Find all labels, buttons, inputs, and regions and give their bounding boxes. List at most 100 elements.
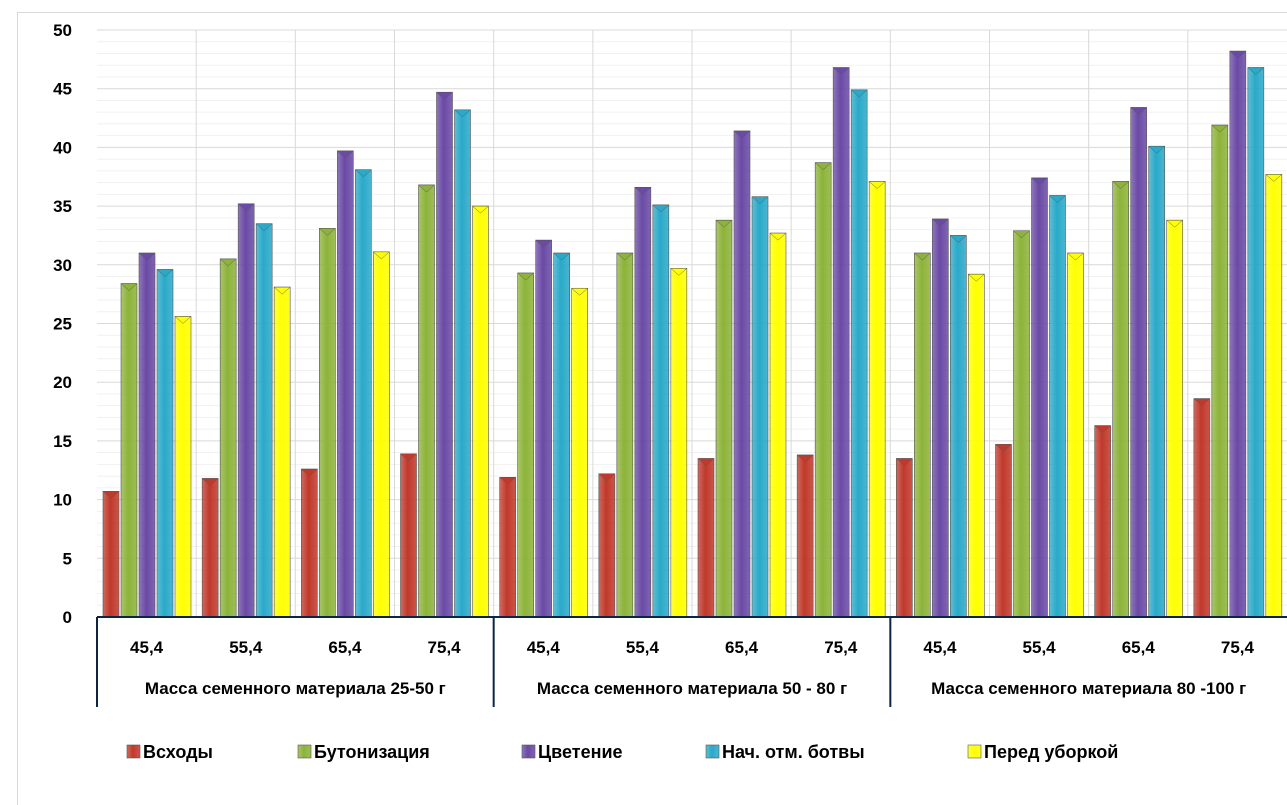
bar-нач-отм-ботвы — [1049, 195, 1066, 618]
bar-нач-отм-ботвы — [850, 89, 868, 618]
bar-cap — [1193, 398, 1211, 406]
bar-cap — [634, 187, 652, 195]
legend: Всходы Бутонизация Цветение Нач. отм. ботвы… — [126, 742, 1118, 762]
bar-cap — [931, 218, 949, 227]
bar-cap — [120, 283, 138, 291]
bar-cap — [751, 196, 769, 205]
bar-цветение — [138, 252, 156, 618]
y-tick-label: 45 — [53, 80, 72, 99]
bar-cap — [571, 288, 589, 296]
bar-всходы — [1193, 398, 1211, 618]
y-axis-ticks: 0 5 10 15 20 25 30 35 40 45 50 — [53, 21, 72, 627]
bar-нач-отм-ботвы — [255, 223, 273, 618]
bar-цветение — [1130, 107, 1147, 618]
legend-label: Бутонизация — [314, 742, 430, 762]
bar-cap — [868, 181, 886, 189]
bars — [102, 50, 1283, 618]
bar-cap — [1066, 252, 1085, 261]
bar-цветение — [436, 91, 453, 618]
x-tick-label: 45,4 — [923, 638, 957, 657]
bar-cap — [156, 269, 174, 277]
x-tick-label: 55,4 — [229, 638, 263, 657]
bar-бутонизация — [120, 283, 138, 618]
bar-cap — [102, 491, 120, 499]
bar-cap — [1211, 124, 1229, 133]
bar-нач-отм-ботвы — [156, 269, 174, 618]
bar-перед-уборкой — [571, 287, 588, 618]
bar-всходы — [1094, 425, 1111, 618]
y-tick-label: 30 — [53, 256, 72, 275]
x-tick-label: 65,4 — [1122, 638, 1156, 657]
bar-cap — [715, 219, 733, 228]
legend-swatch — [297, 744, 312, 759]
bar-нач-отм-ботвы — [1148, 145, 1165, 618]
bar-перед-уборкой — [670, 268, 688, 618]
bar-нач-отм-ботвы — [751, 196, 769, 618]
bar-бутонизация — [914, 252, 931, 618]
y-tick-label: 10 — [53, 491, 72, 510]
bar-cap — [1265, 174, 1283, 182]
bar-всходы — [102, 491, 120, 618]
bar-cap — [1130, 107, 1148, 115]
bar-бутонизация — [517, 272, 534, 618]
bar-перед-уборкой — [472, 205, 489, 618]
bar-cap — [237, 203, 255, 212]
bar-cap — [1094, 425, 1112, 433]
bar-перед-уборкой — [1067, 252, 1084, 618]
x-tick-label: 65,4 — [328, 638, 362, 657]
y-tick-label: 35 — [53, 197, 72, 216]
bar-cap — [174, 316, 192, 324]
chart-frame — [17, 12, 1287, 805]
legend-swatch — [126, 744, 141, 759]
bar-цветение — [535, 239, 552, 618]
bar-cap — [417, 184, 436, 193]
bar-cap — [300, 468, 318, 477]
bar-cap — [399, 453, 418, 462]
legend-swatch — [705, 744, 720, 759]
bar-бутонизация — [1013, 230, 1030, 618]
bar-бутонизация — [1211, 124, 1229, 618]
bar-бутонизация — [1112, 181, 1129, 618]
bar-cap — [201, 478, 219, 486]
bar-перед-уборкой — [273, 286, 291, 618]
y-tick-label: 20 — [53, 373, 72, 392]
bar-перед-уборкой — [868, 181, 886, 618]
bar-cap — [967, 273, 985, 282]
y-tick-label: 0 — [63, 608, 72, 627]
bar-цветение — [832, 67, 850, 618]
bar-бутонизация — [814, 162, 832, 618]
x-tick-label: 45,4 — [130, 638, 164, 657]
bar-всходы — [201, 478, 219, 618]
bar-cap — [219, 258, 237, 267]
bar-cap — [318, 228, 336, 236]
bar-cap — [255, 223, 273, 232]
bar-всходы — [499, 476, 516, 618]
bar-бутонизация — [219, 258, 237, 618]
y-tick-label: 25 — [53, 315, 72, 334]
bar-cap — [273, 286, 291, 295]
x-tick-label: 75,4 — [428, 638, 462, 657]
bar-нач-отм-ботвы — [950, 235, 967, 618]
bar-нач-отм-ботвы — [553, 252, 570, 618]
bar-перед-уборкой — [769, 232, 787, 618]
bar-cap — [1166, 219, 1184, 228]
bar-перед-уборкой — [1265, 174, 1283, 618]
bar-cap — [1148, 145, 1166, 154]
bar-cap — [697, 458, 715, 466]
bar-бутонизация — [616, 252, 634, 618]
bar-cap — [598, 473, 616, 482]
bar-cap — [850, 89, 868, 98]
bar-перед-уборкой — [968, 273, 985, 618]
legend-swatch — [967, 744, 982, 759]
bar-cap — [1247, 67, 1265, 75]
bar-всходы — [301, 468, 318, 618]
bar-всходы — [697, 458, 715, 618]
bar-бутонизация — [319, 228, 336, 618]
bar-cap — [138, 252, 156, 261]
bar-cap — [1229, 50, 1247, 59]
x-group-label: Масса семенного материала 25-50 г — [145, 679, 446, 698]
x-tick-label: 75,4 — [824, 638, 858, 657]
bar-перед-уборкой — [373, 251, 390, 618]
bar-cap — [553, 252, 571, 261]
